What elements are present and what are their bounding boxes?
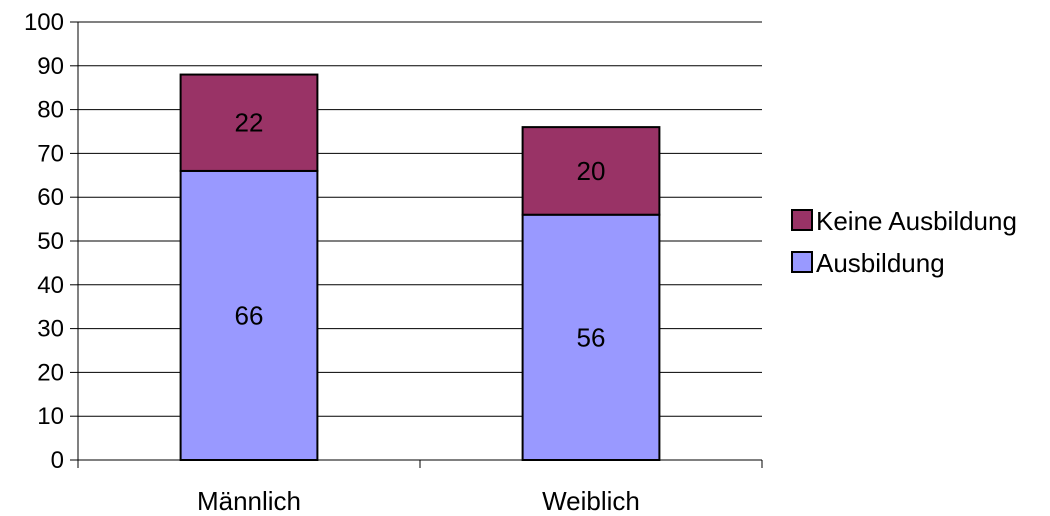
- y-tick-label: 60: [37, 184, 64, 211]
- y-tick-label: 40: [37, 272, 64, 299]
- data-labels: 66 22 56 20: [235, 108, 606, 353]
- y-tick-label: 70: [37, 140, 64, 167]
- data-label: 22: [235, 108, 264, 138]
- data-label: 56: [577, 322, 606, 352]
- bar-segment: [179, 169, 319, 461]
- y-tick-label: 90: [37, 53, 64, 80]
- y-tick-label: 10: [37, 403, 64, 430]
- bar-segment: [521, 213, 661, 461]
- data-label: 20: [577, 156, 606, 186]
- y-tick-label: 80: [37, 97, 64, 124]
- y-tick-label: 0: [51, 447, 64, 474]
- y-tick-label: 100: [24, 9, 64, 36]
- legend-label: Ausbildung: [816, 248, 945, 278]
- bars: [179, 73, 661, 461]
- legend-box: [770, 204, 1042, 292]
- x-category-label: Weiblich: [542, 486, 640, 516]
- legend-swatch: [791, 251, 813, 273]
- legend-label: Keine Ausbildung: [816, 206, 1017, 236]
- y-tick-label: 20: [37, 359, 64, 386]
- bar-segment: [179, 73, 319, 172]
- y-tick-label: 50: [37, 228, 64, 255]
- bar-segment: [521, 126, 661, 216]
- legend-swatch: [791, 209, 813, 231]
- legend: Keine Ausbildung Ausbildung: [770, 204, 1042, 292]
- y-axis: 0 10 20 30 40 50 60 70 80 90 100: [24, 9, 79, 474]
- y-tick-label: 30: [37, 316, 64, 343]
- x-axis: Männlich Weiblich: [77, 459, 763, 516]
- x-category-label: Männlich: [197, 486, 301, 516]
- data-label: 66: [235, 300, 264, 330]
